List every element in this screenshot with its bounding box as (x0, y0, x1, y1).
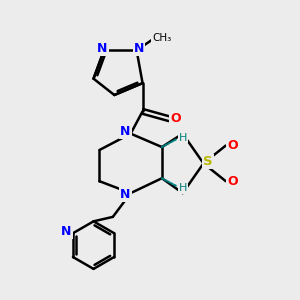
Text: H: H (178, 133, 187, 142)
Text: S: S (203, 155, 213, 168)
Text: N: N (120, 188, 130, 201)
Text: N: N (134, 42, 144, 55)
Text: N: N (97, 42, 108, 55)
Text: CH₃: CH₃ (152, 33, 172, 43)
Text: O: O (227, 175, 238, 188)
Text: O: O (227, 139, 238, 152)
Text: H: H (178, 183, 187, 193)
Text: N: N (61, 225, 72, 238)
Text: N: N (120, 125, 130, 138)
Text: O: O (170, 112, 181, 125)
